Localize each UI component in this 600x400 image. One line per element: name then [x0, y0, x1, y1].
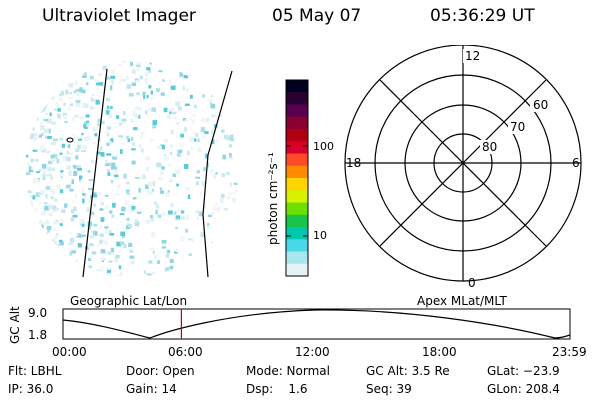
colorbar-band [286, 190, 308, 203]
colorbar-band [286, 178, 308, 191]
status-door: Door: Open [126, 364, 195, 378]
colorbar-band [286, 227, 308, 240]
timeline-y-tick-max: 9.0 [28, 306, 48, 320]
colorbar-band [286, 202, 308, 216]
colorbar-band [286, 153, 308, 167]
polar-plot: 12 18 6 0 60 70 80 [344, 45, 582, 290]
uv-emission-speckles [25, 61, 241, 277]
mlat-label-70: 70 [510, 120, 525, 134]
timeline-x-tick-3: 18:00 [422, 345, 457, 359]
colorbar-band [286, 129, 308, 142]
mlt-label-left: 18 [346, 156, 361, 170]
instrument-title: Ultraviolet Imager [42, 6, 196, 26]
mlt-label-right: 6 [572, 156, 580, 170]
mlat-label-80: 80 [482, 140, 497, 154]
colorbar [285, 79, 309, 277]
status-seq: Seq: 39 [366, 382, 412, 396]
status-glat: GLat: −23.9 [487, 364, 560, 378]
colorbar-gradient [286, 80, 308, 277]
timeline-left-title: Geographic Lat/Lon [70, 294, 188, 308]
mlt-label-top: 12 [465, 49, 480, 63]
colorbar-band [286, 165, 308, 179]
status-glon: GLon: 208.4 [487, 382, 560, 396]
status-ip: IP: 36.0 [8, 382, 54, 396]
time-label: 05:36:29 UT [430, 6, 535, 26]
uv-image [25, 61, 241, 278]
status-mode: Mode: Normal [246, 364, 330, 378]
colorbar-tick-10: 10 [313, 229, 327, 242]
timeline-x-tick-4: 23:59 [552, 345, 587, 359]
colorbar-band [286, 263, 308, 277]
timeline-y-label: GC Alt [8, 306, 22, 344]
timeline-frame [62, 308, 571, 340]
status-gc-alt: GC Alt: 3.5 Re [366, 364, 450, 378]
colorbar-band [286, 251, 308, 265]
timeline-right-title: Apex MLat/MLT [417, 294, 507, 308]
status-filter: Flt: LBHL [8, 364, 62, 378]
status-gain: Gain: 14 [126, 382, 177, 396]
colorbar-unit-label: photon cm⁻²s⁻¹ [266, 152, 280, 245]
mlt-label-bottom: 0 [468, 276, 476, 290]
status-dsp: Dsp: 1.6 [246, 382, 308, 396]
altitude-curve [62, 309, 571, 339]
colorbar-band [286, 80, 308, 93]
colorbar-tick-100: 100 [313, 140, 334, 153]
colorbar-band [286, 214, 308, 228]
colorbar-band [286, 104, 308, 118]
colorbar-band [286, 92, 308, 105]
meridian-line [82, 68, 108, 278]
mlat-label-60: 60 [533, 98, 548, 112]
colorbar-band [286, 239, 308, 252]
timeline-y-tick-min: 1.8 [28, 328, 48, 342]
timeline-x-tick-0: 00:00 [52, 345, 87, 359]
colorbar-band [286, 116, 308, 130]
timeline-x-tick-1: 06:00 [168, 345, 203, 359]
date-label: 05 May 07 [272, 6, 362, 26]
timeline-plot [62, 308, 571, 340]
timeline-x-tick-2: 12:00 [295, 345, 330, 359]
mlt-diagonal [379, 79, 547, 247]
meridian-line [202, 70, 233, 278]
location-marker [66, 137, 74, 143]
colorbar-band [286, 141, 308, 154]
